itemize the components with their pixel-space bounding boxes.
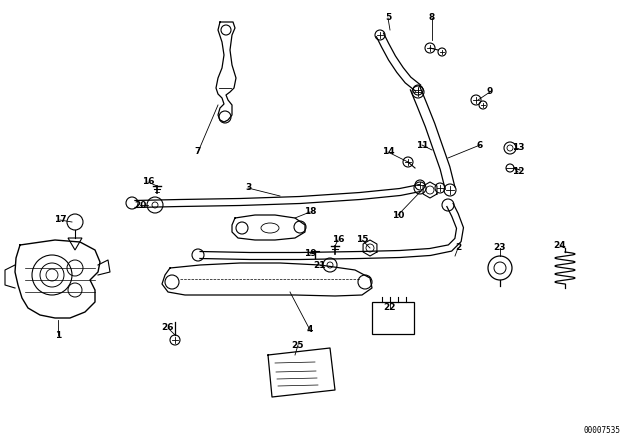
Polygon shape xyxy=(268,348,335,397)
Polygon shape xyxy=(232,215,305,240)
Text: 10: 10 xyxy=(392,211,404,220)
Text: 6: 6 xyxy=(477,141,483,150)
Text: 2: 2 xyxy=(455,244,461,253)
Polygon shape xyxy=(216,22,236,122)
Text: 5: 5 xyxy=(385,13,391,22)
Text: 12: 12 xyxy=(512,168,524,177)
Text: 25: 25 xyxy=(292,340,304,349)
Polygon shape xyxy=(162,263,372,296)
Text: 20: 20 xyxy=(134,201,146,210)
Text: 7: 7 xyxy=(195,147,201,156)
Text: 15: 15 xyxy=(356,236,368,245)
Text: 22: 22 xyxy=(384,303,396,313)
Text: 13: 13 xyxy=(512,143,524,152)
Text: 17: 17 xyxy=(54,215,67,224)
Text: 9: 9 xyxy=(487,87,493,96)
Text: 16: 16 xyxy=(141,177,154,186)
Polygon shape xyxy=(15,240,100,318)
Text: 14: 14 xyxy=(381,147,394,156)
Text: 18: 18 xyxy=(304,207,316,216)
Text: 24: 24 xyxy=(554,241,566,250)
Text: 23: 23 xyxy=(493,244,506,253)
Text: 3: 3 xyxy=(245,184,251,193)
Text: 21: 21 xyxy=(314,260,326,270)
Text: 4: 4 xyxy=(307,326,313,335)
Text: 11: 11 xyxy=(416,141,428,150)
Text: 16: 16 xyxy=(332,236,344,245)
Text: 26: 26 xyxy=(162,323,174,332)
Text: 1: 1 xyxy=(55,331,61,340)
Text: 8: 8 xyxy=(429,13,435,22)
Text: 00007535: 00007535 xyxy=(583,426,620,435)
Text: 19: 19 xyxy=(304,250,316,258)
